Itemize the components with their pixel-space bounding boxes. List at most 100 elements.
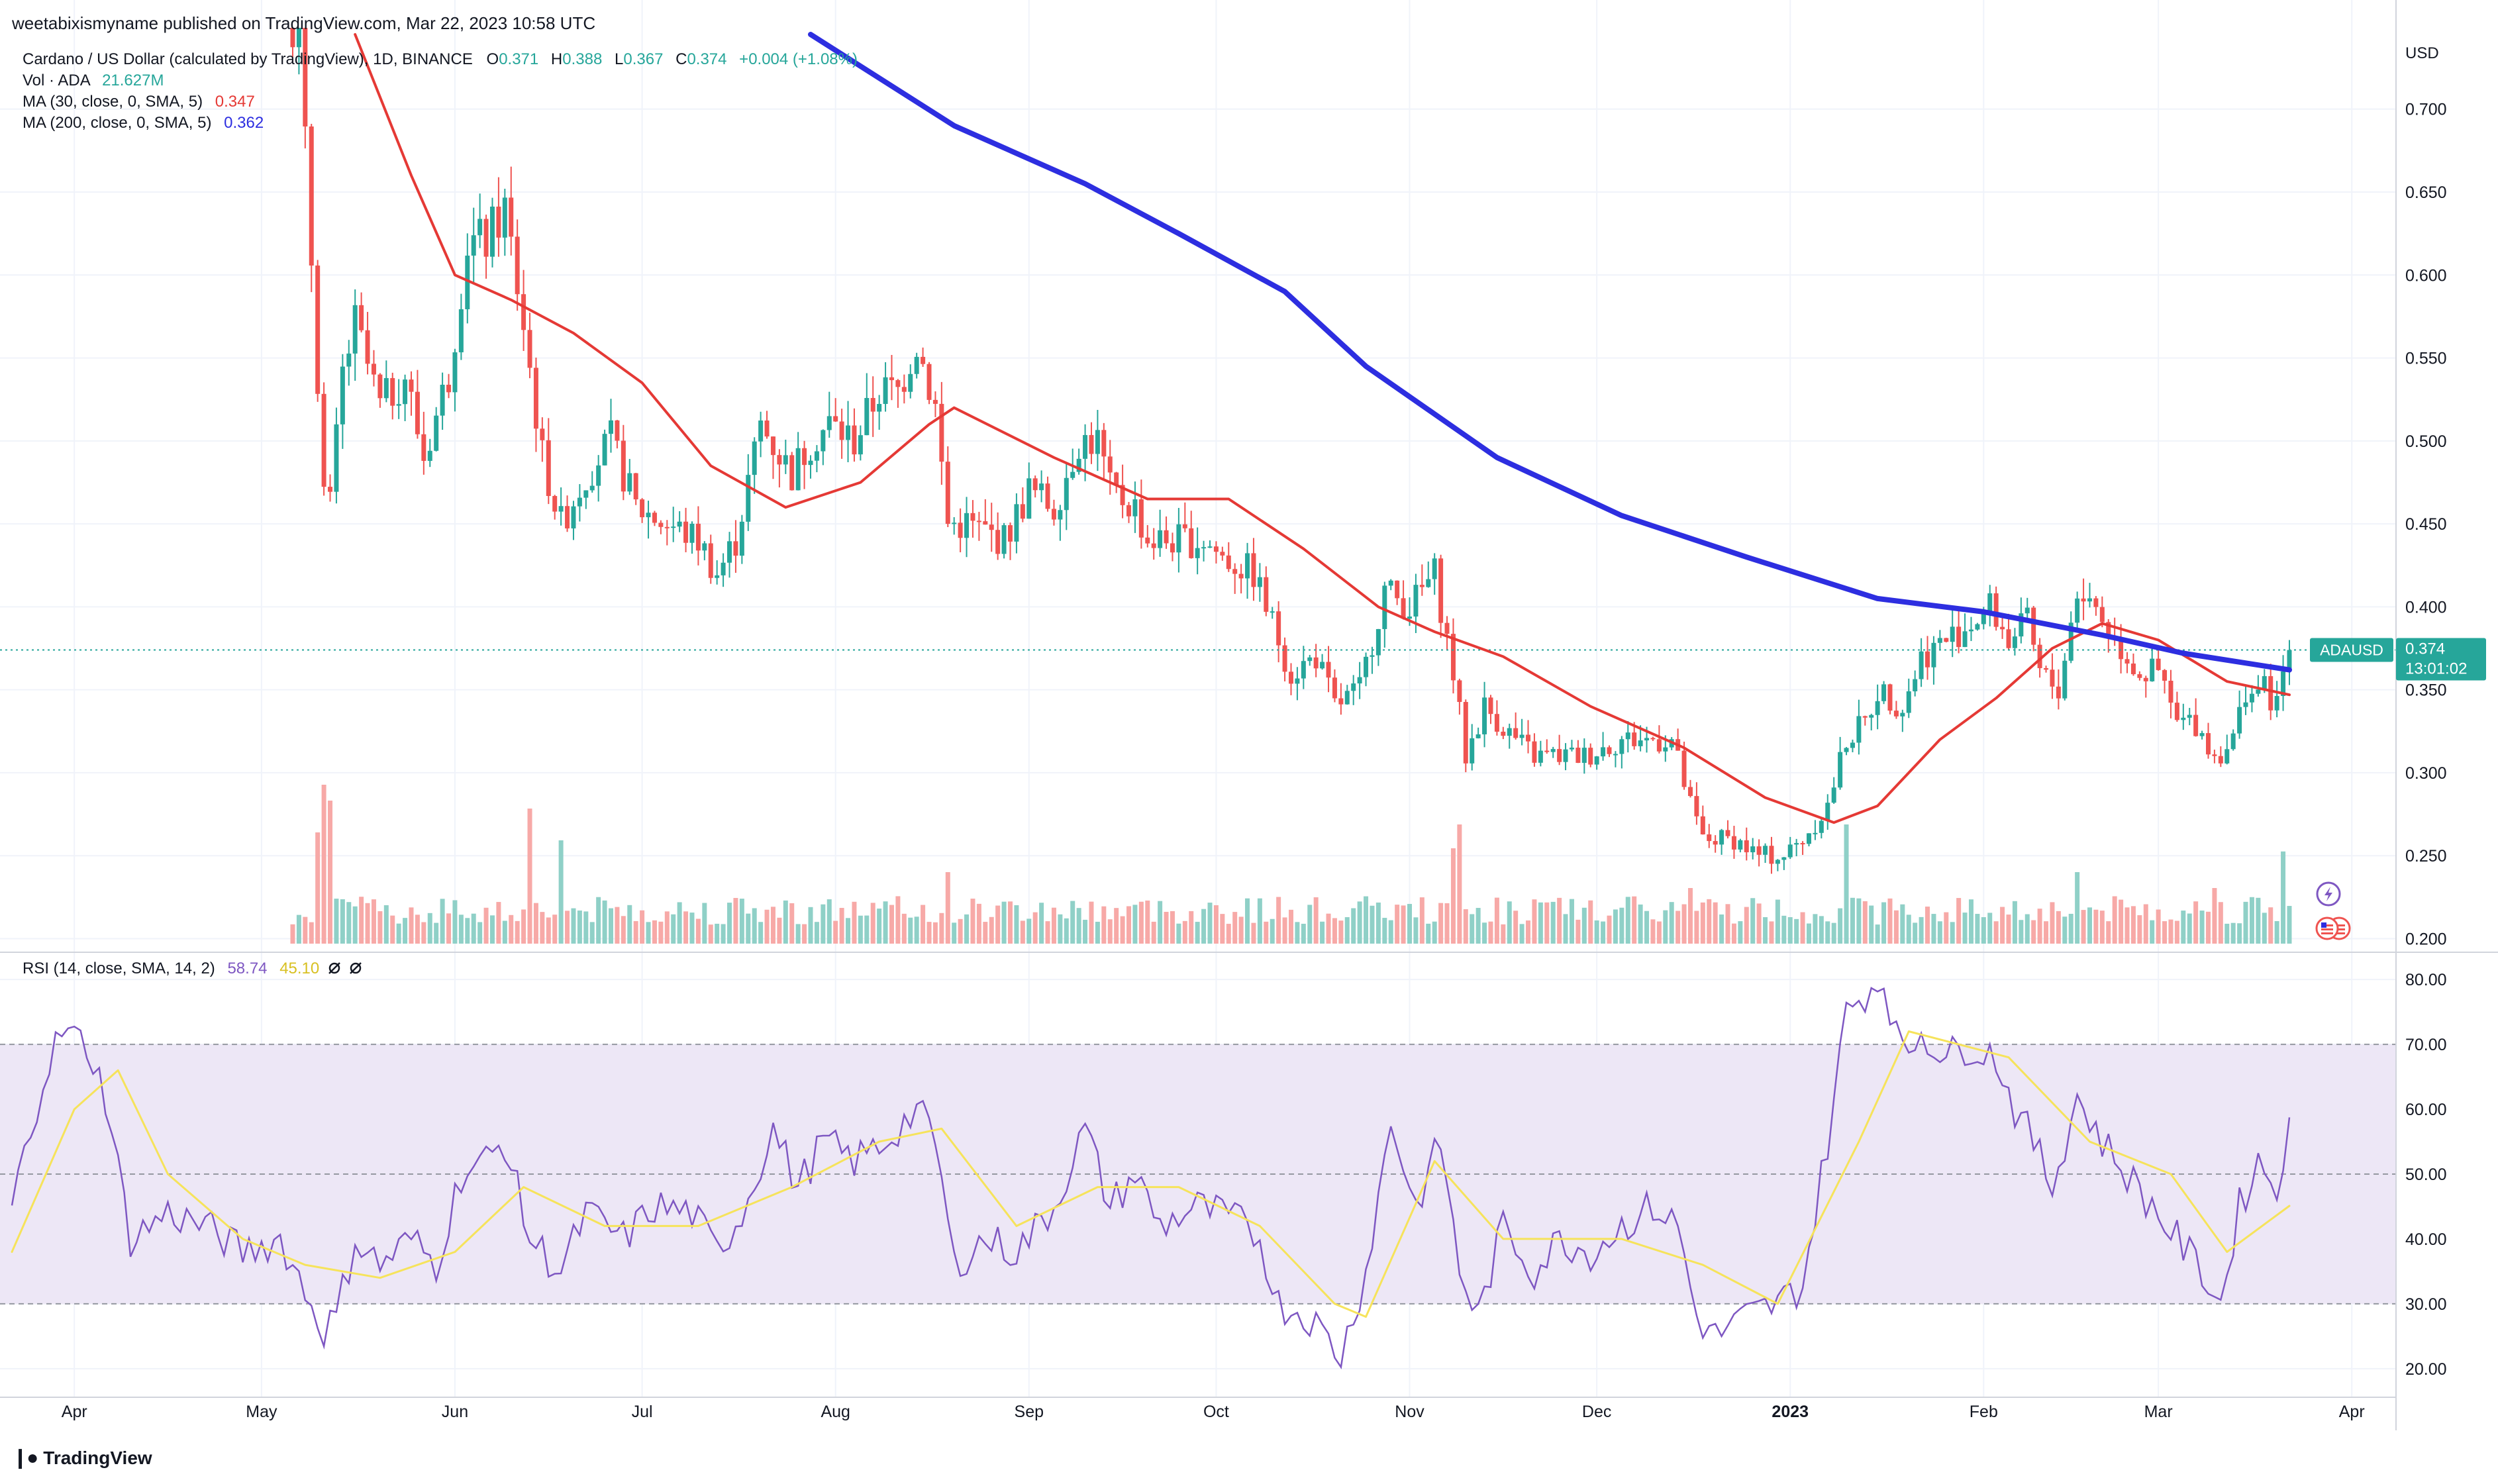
price-candle[interactable] bbox=[2062, 653, 2068, 701]
price-candle[interactable] bbox=[1182, 502, 1187, 532]
ma200-legend[interactable]: MA (200, close, 0, SMA, 5) 0.362 bbox=[23, 114, 264, 132]
price-candle[interactable] bbox=[1001, 522, 1007, 559]
price-candle[interactable] bbox=[1089, 422, 1094, 464]
price-candle[interactable] bbox=[727, 532, 732, 578]
price-candle[interactable] bbox=[334, 407, 339, 504]
price-candle[interactable] bbox=[1825, 794, 1830, 830]
price-candle[interactable] bbox=[708, 534, 713, 584]
price-candle[interactable] bbox=[1482, 681, 1487, 748]
price-candle[interactable] bbox=[1213, 541, 1219, 564]
price-candle[interactable] bbox=[1869, 713, 1874, 730]
price-candle[interactable] bbox=[1457, 678, 1462, 715]
price-candle[interactable] bbox=[1875, 684, 1880, 730]
price-candle[interactable] bbox=[1625, 720, 1630, 753]
price-candle[interactable] bbox=[583, 490, 589, 509]
price-candle[interactable] bbox=[2187, 707, 2192, 726]
price-candle[interactable] bbox=[309, 123, 314, 293]
price-candle[interactable] bbox=[2081, 578, 2086, 620]
price-candle[interactable] bbox=[958, 508, 963, 552]
price-candle[interactable] bbox=[983, 499, 988, 525]
price-candle[interactable] bbox=[2112, 617, 2117, 646]
lightning-event-icon[interactable] bbox=[2316, 881, 2341, 907]
price-candle[interactable] bbox=[746, 454, 751, 531]
price-candle[interactable] bbox=[652, 511, 657, 526]
volume-legend[interactable]: Vol · ADA 21.627M bbox=[23, 72, 164, 89]
price-candle[interactable] bbox=[1164, 516, 1169, 549]
price-candle[interactable] bbox=[2274, 681, 2279, 718]
price-candle[interactable] bbox=[1650, 736, 1656, 741]
price-candle[interactable] bbox=[1051, 499, 1056, 526]
us-flag-event-icon[interactable] bbox=[2315, 916, 2339, 940]
price-candle[interactable] bbox=[483, 215, 489, 279]
price-candle[interactable] bbox=[496, 177, 501, 257]
price-candle[interactable] bbox=[1364, 652, 1369, 687]
price-candle[interactable] bbox=[427, 438, 432, 468]
price-candle[interactable] bbox=[2137, 671, 2142, 681]
price-candle[interactable] bbox=[1831, 777, 1836, 804]
price-candle[interactable] bbox=[1987, 585, 1993, 626]
price-candle[interactable] bbox=[1513, 712, 1519, 740]
price-candle[interactable] bbox=[914, 352, 919, 379]
price-candle[interactable] bbox=[2230, 729, 2236, 751]
price-candle[interactable] bbox=[1862, 715, 1868, 726]
price-candle[interactable] bbox=[695, 506, 701, 566]
price-candle[interactable] bbox=[1058, 505, 1063, 541]
price-candle[interactable] bbox=[658, 520, 664, 534]
price-candle[interactable] bbox=[540, 417, 545, 462]
price-candle[interactable] bbox=[1270, 607, 1275, 619]
price-candle[interactable] bbox=[1338, 683, 1344, 715]
price-candle[interactable] bbox=[1731, 826, 1736, 859]
price-candle[interactable] bbox=[1563, 743, 1568, 771]
price-candle[interactable] bbox=[1893, 701, 1899, 719]
price-candle[interactable] bbox=[1575, 740, 1581, 764]
price-candle[interactable] bbox=[396, 379, 401, 419]
price-candle[interactable] bbox=[1601, 732, 1606, 761]
price-candle[interactable] bbox=[2006, 613, 2011, 651]
price-candle[interactable] bbox=[1713, 835, 1718, 853]
price-candle[interactable] bbox=[2193, 698, 2199, 737]
price-candle[interactable] bbox=[1569, 740, 1574, 752]
price-candle[interactable] bbox=[2012, 628, 2017, 656]
price-candle[interactable] bbox=[1887, 683, 1893, 715]
price-candle[interactable] bbox=[1962, 613, 1968, 648]
price-candle[interactable] bbox=[1307, 654, 1313, 666]
price-candle[interactable] bbox=[1781, 857, 1787, 870]
price-candle[interactable] bbox=[452, 348, 458, 412]
price-candle[interactable] bbox=[471, 207, 476, 285]
candles-layer[interactable] bbox=[290, 28, 2292, 874]
price-candle[interactable] bbox=[1463, 699, 1468, 773]
price-candle[interactable] bbox=[1145, 524, 1150, 548]
price-candle[interactable] bbox=[2156, 648, 2161, 671]
price-candle[interactable] bbox=[1775, 859, 1780, 871]
price-candle[interactable] bbox=[434, 407, 439, 452]
price-candle[interactable] bbox=[1201, 540, 1207, 562]
price-candle[interactable] bbox=[290, 28, 295, 63]
price-candle[interactable] bbox=[1975, 622, 1980, 631]
price-candle[interactable] bbox=[2174, 691, 2179, 722]
price-candle[interactable] bbox=[846, 401, 851, 462]
price-candle[interactable] bbox=[2212, 750, 2217, 764]
price-candle[interactable] bbox=[889, 354, 894, 401]
price-candle[interactable] bbox=[1925, 636, 1930, 680]
price-candle[interactable] bbox=[1719, 828, 1724, 855]
price-candle[interactable] bbox=[1526, 720, 1531, 754]
price-candle[interactable] bbox=[328, 474, 333, 502]
price-candle[interactable] bbox=[2281, 655, 2286, 711]
price-candle[interactable] bbox=[2044, 666, 2049, 673]
price-candle[interactable] bbox=[970, 500, 975, 538]
price-candle[interactable] bbox=[602, 429, 607, 466]
price-candle[interactable] bbox=[1807, 833, 1811, 847]
price-candle[interactable] bbox=[2249, 685, 2254, 713]
price-candle[interactable] bbox=[546, 418, 551, 505]
price-candle[interactable] bbox=[1158, 509, 1163, 557]
price-candle[interactable] bbox=[1189, 511, 1194, 559]
price-candle[interactable] bbox=[1101, 422, 1107, 479]
price-candle[interactable] bbox=[721, 553, 726, 587]
price-candle[interactable] bbox=[752, 437, 757, 494]
price-candle[interactable] bbox=[2168, 669, 2173, 718]
price-candle[interactable] bbox=[2256, 675, 2261, 697]
price-candle[interactable] bbox=[409, 371, 414, 416]
price-candle[interactable] bbox=[1320, 654, 1325, 670]
last-price-badge[interactable]: ADAUSD 0.374 13:01:02 bbox=[2310, 638, 2486, 681]
price-candle[interactable] bbox=[858, 425, 863, 461]
